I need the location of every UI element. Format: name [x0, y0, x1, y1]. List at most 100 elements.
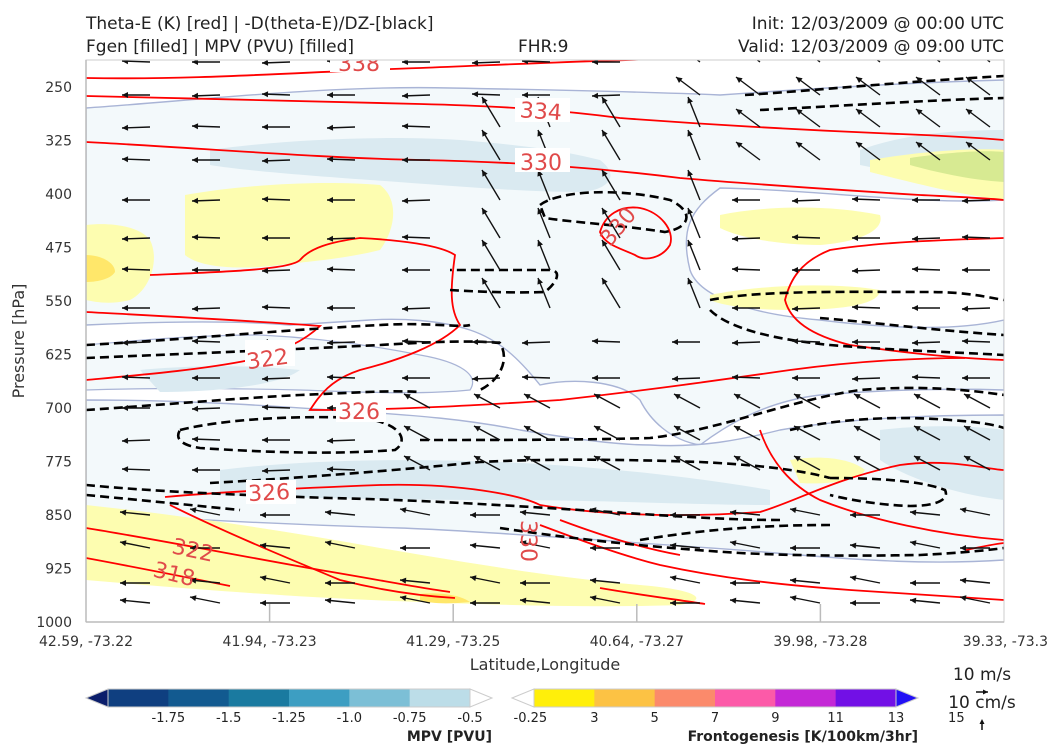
contour-label-326: 326	[338, 400, 380, 425]
wind-arrowhead	[472, 375, 479, 382]
wind-arrowhead	[524, 456, 531, 462]
wind-arrowhead	[120, 540, 127, 547]
wind-arrowhead	[792, 267, 798, 273]
y-tick-label: 700	[45, 401, 72, 417]
wind-arrowhead	[470, 600, 476, 606]
wind-arrowhead	[524, 394, 531, 400]
wind-arrowhead	[962, 267, 968, 273]
wind-arrowhead	[122, 92, 128, 98]
wind-arrowhead	[732, 374, 739, 381]
wind-arrowhead	[260, 512, 266, 518]
wind-arrowhead	[537, 208, 544, 215]
wind-arrowhead	[522, 374, 529, 381]
mpv-colorbar-title: MPV [PVU]	[407, 729, 492, 745]
wind-arrowhead	[734, 426, 741, 432]
wind-arrowhead	[592, 338, 599, 345]
dthetae-left-700	[86, 390, 421, 412]
wind-arrowhead	[122, 197, 128, 203]
wind-arrowhead	[732, 197, 738, 203]
wind-arrowhead	[260, 542, 267, 549]
wind-arrowhead	[966, 142, 973, 148]
dthetae-775-band-2	[209, 458, 831, 485]
theta-e-334	[86, 95, 1004, 141]
wind-arrowhead	[602, 240, 608, 247]
wind-arrowhead	[590, 545, 596, 551]
wind-arrowhead	[327, 437, 334, 444]
wind-arrowhead	[122, 156, 129, 163]
wind-arrowhead	[482, 97, 488, 104]
wind-arrowhead	[966, 109, 973, 115]
x-tick-label: 39.98, -73.28	[773, 634, 867, 650]
wind-arrowhead	[674, 394, 681, 400]
contour-label-326-lower: 326	[247, 480, 290, 507]
wind-arrowhead	[474, 426, 481, 432]
wind-arrowhead	[850, 600, 856, 606]
wind-ref-label-vertical: 10 cm/s	[948, 693, 1016, 713]
wind-arrowhead	[914, 456, 921, 462]
colorbar-outline	[533, 688, 897, 708]
wind-arrowhead	[400, 507, 407, 514]
wind-arrowhead	[122, 374, 129, 381]
fgen-colorbar: 3 5 7 9 11 13 15	[510, 688, 965, 726]
wind-arrowhead	[262, 467, 269, 474]
colorbar-tick-label: -1.75	[152, 711, 186, 726]
dthetae-775-band-1	[86, 483, 781, 522]
colorbar-right-arrow	[895, 688, 920, 708]
wind-arrowhead	[912, 266, 919, 273]
wind-arrowhead	[796, 77, 803, 83]
wind-arrowhead	[856, 77, 863, 83]
label-bg-326-lower	[246, 480, 296, 504]
wind-arrowhead	[736, 44, 743, 50]
wind-arrowhead	[122, 466, 129, 473]
colorbar-tick-label: -1.25	[272, 711, 306, 726]
theta-e-lower-left-2	[169, 504, 456, 599]
wind-arrowhead	[732, 266, 739, 273]
mpv-colorbar: -1.75 -1.5 -1.25 -1.0 -0.75 -0.5 -0.25	[84, 688, 547, 726]
wind-arrowhead	[732, 305, 738, 311]
wind-arrowhead	[327, 339, 334, 346]
wind-arrowhead	[792, 234, 799, 241]
wind-arrowhead	[122, 437, 129, 444]
colorbar-segment	[349, 689, 411, 707]
wind-arrowhead	[850, 512, 856, 518]
wind-arrowhead	[796, 109, 803, 115]
wind-arrowhead	[192, 467, 198, 473]
wind-arrowhead	[262, 404, 269, 411]
wind-arrowhead	[522, 339, 529, 346]
wind-arrowhead	[687, 97, 694, 104]
label-bg-330	[515, 148, 570, 172]
wind-arrowhead	[916, 109, 923, 115]
wind-arrowhead	[732, 235, 739, 242]
fgen-fill-left-core	[86, 255, 115, 282]
wind-arrowhead	[262, 91, 269, 98]
wind-arrowhead	[590, 507, 597, 514]
wind-arrowhead	[190, 545, 196, 551]
y-tick-label: 325	[45, 134, 72, 150]
wind-arrowhead	[916, 77, 923, 83]
wind-arrowhead	[794, 426, 801, 432]
wind-arrowhead	[736, 142, 743, 148]
y-tick-label: 550	[45, 294, 72, 310]
x-ticks: 42.59, -73.22 41.94, -73.23 41.29, -73.25 4…	[39, 604, 1048, 650]
wind-arrowhead	[676, 44, 683, 50]
wind-arrowhead	[687, 240, 694, 247]
wind-arrowhead	[402, 123, 409, 130]
colorbar-segment	[534, 689, 595, 707]
wind-arrowhead	[482, 240, 488, 247]
wind-arrowhead	[676, 77, 683, 83]
theta-e-338	[86, 60, 654, 80]
wind-arrowhead	[960, 507, 967, 514]
wind-arrow	[936, 60, 941, 63]
wind-arrow	[816, 60, 821, 63]
wind-arrowhead	[520, 580, 526, 586]
wind-arrow	[756, 60, 761, 63]
wind-arrowhead	[482, 170, 488, 177]
wind-arrowhead	[590, 595, 597, 602]
wind-arrowhead	[192, 305, 199, 312]
wind-arrowhead	[402, 338, 409, 345]
wind-arrowhead	[325, 509, 332, 516]
wind-arrowhead	[262, 375, 269, 382]
wind-arrowhead	[674, 456, 681, 462]
wind-arrowhead	[402, 375, 408, 381]
